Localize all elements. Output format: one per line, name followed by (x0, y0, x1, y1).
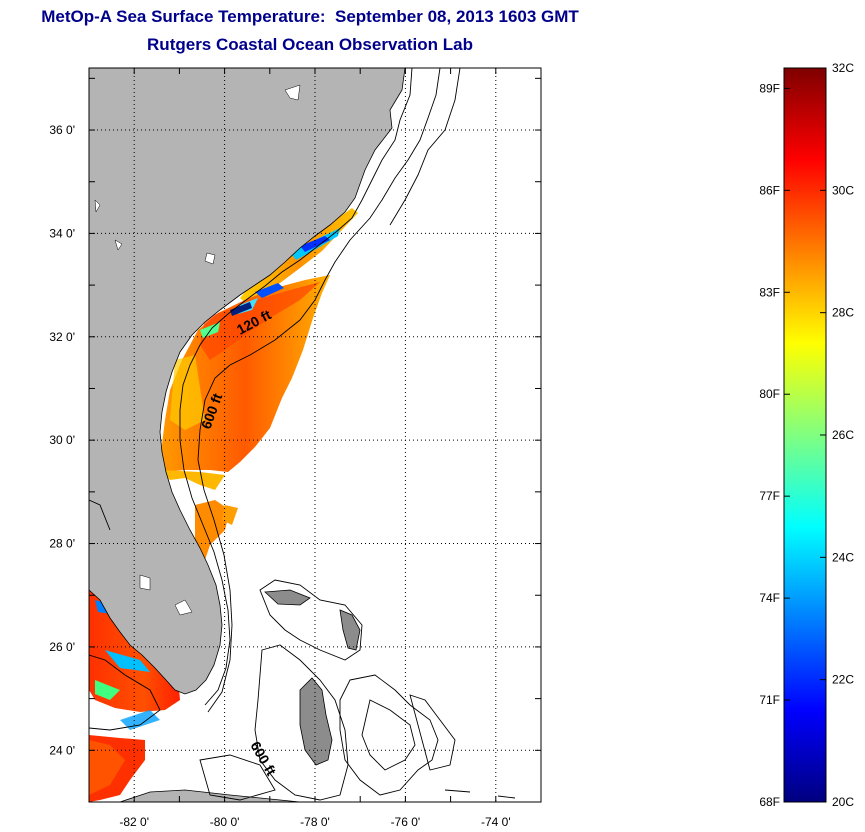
lon-tick-label: -74 0' (481, 815, 511, 829)
map-gridlines (89, 68, 541, 802)
colorbar-label-c: 22C (832, 673, 854, 687)
colorbar-label-f: 68F (759, 795, 780, 809)
colorbar-label-c: 30C (832, 183, 854, 197)
colorbar-label-f: 86F (759, 183, 780, 197)
colorbar-label-f: 83F (759, 285, 780, 299)
colorbar-label-c: 26C (832, 428, 854, 442)
map-subtitle: Rutgers Coastal Ocean Observation Lab (147, 35, 473, 54)
colorbar-label-f: 77F (759, 489, 780, 503)
lon-tick-label: -76 0' (391, 815, 421, 829)
lon-tick-label: -80 0' (210, 815, 240, 829)
lat-tick-label: 32 0' (49, 330, 75, 344)
lat-tick-label: 34 0' (49, 226, 75, 240)
colorbar-gradient (783, 67, 827, 803)
colorbar-label-c: 20C (832, 795, 854, 809)
lat-tick-label: 36 0' (49, 123, 75, 137)
map-title: MetOp-A Sea Surface Temperature: Septemb… (41, 7, 579, 26)
land-cuba (119, 789, 301, 802)
colorbar-label-f: 80F (759, 387, 780, 401)
inland-lakes (94, 84, 301, 616)
colorbar-label-c: 28C (832, 306, 854, 320)
colorbar-label-f: 74F (759, 591, 780, 605)
sst-swath-georgia-bight (160, 275, 330, 490)
colorbar-label-f: 71F (759, 693, 780, 707)
colorbar-label-f: 89F (759, 81, 780, 95)
land-mainland (89, 68, 406, 695)
colorbar-label-c: 32C (832, 61, 854, 75)
land-bahamas-abaco (339, 609, 361, 651)
lat-tick-label: 24 0' (49, 743, 75, 757)
map-axis-ticks: -82 0' -80 0' -78 0' -76 0' -74 0' 24 0' 26 0'… (49, 68, 542, 829)
lon-tick-label: -82 0' (119, 815, 149, 829)
lat-tick-label: 26 0' (49, 640, 75, 654)
colorbar-labels: 32C 30C 28C 26C 24C 22C 20C 89F 86F 83F 80F 77F 74F 7… (759, 61, 854, 809)
land-bahamas-grand (264, 589, 311, 606)
lat-tick-label: 28 0' (49, 537, 75, 551)
colorbar-label-c: 24C (832, 550, 854, 564)
lon-tick-label: -78 0' (300, 815, 330, 829)
lat-tick-label: 30 0' (49, 433, 75, 447)
